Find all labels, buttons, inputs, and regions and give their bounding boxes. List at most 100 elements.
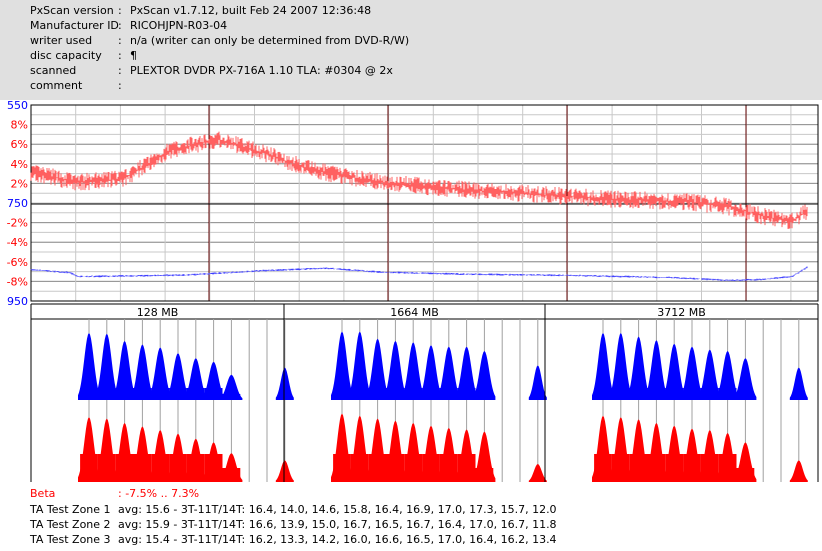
peak-fill: [368, 388, 387, 400]
land-peak: [528, 365, 547, 400]
peak-fill: [115, 388, 134, 400]
plot-frame: [30, 104, 819, 302]
zone-label: TA Test Zone 1: [30, 503, 111, 516]
info-key: writer used: [30, 34, 93, 47]
land-peak: [275, 367, 294, 400]
y-tick-label: -2%: [7, 217, 28, 230]
peak-fill: [647, 388, 666, 400]
zone-values: avg: 15.9 - 3T-11T/14T: 16.6, 13.9, 15.0…: [118, 518, 557, 531]
peak-fill: [736, 468, 755, 482]
land-peak: [420, 345, 442, 400]
info-sep: :: [118, 64, 122, 77]
info-value: ¶: [130, 49, 137, 62]
peak-fill: [222, 394, 241, 400]
peak-fill: [439, 454, 458, 482]
y-tick-label: 2%: [11, 177, 28, 190]
peak-fill: [169, 454, 187, 482]
info-key: Manufacturer ID: [30, 19, 119, 32]
beta-series: [30, 131, 808, 229]
peak-fill: [80, 388, 98, 400]
land-peak: [437, 346, 460, 400]
peak-fill: [133, 388, 152, 400]
land-peak: [716, 351, 739, 400]
info-key: scanned: [30, 64, 77, 77]
peak-fill: [683, 454, 701, 482]
info-sep: :: [118, 4, 122, 17]
y-tick-label: 750: [7, 197, 28, 210]
peak-fill: [204, 388, 223, 400]
y-tick-label: 6%: [11, 138, 28, 151]
peak-fill: [151, 454, 170, 482]
info-sep: :: [118, 79, 122, 92]
panel-label: 128 MB: [137, 306, 179, 319]
peak-fill: [594, 454, 612, 482]
peak-fill: [611, 388, 630, 400]
peak-fill: [665, 388, 684, 400]
peak-fill: [457, 454, 476, 482]
land-peak: [348, 331, 371, 400]
info-key: PxScan version: [30, 4, 114, 17]
peak-fill: [133, 454, 152, 482]
zone-label: TA Test Zone 2: [30, 518, 111, 531]
peak-fill: [350, 454, 369, 482]
peak-fill: [404, 454, 423, 482]
peak-fill: [457, 388, 476, 400]
land-peak: [149, 347, 172, 400]
land-peak: [789, 367, 808, 400]
land-peak: [78, 333, 100, 400]
peak-fill: [222, 468, 241, 482]
land-peak: [95, 333, 118, 400]
peak-fill: [718, 388, 737, 400]
peak-fill: [700, 388, 719, 400]
land-peak: [113, 340, 136, 400]
peak-fill: [736, 394, 755, 400]
peak-fill: [647, 454, 666, 482]
peak-fill: [186, 388, 205, 400]
y-tick-label: 550: [7, 100, 28, 112]
zone-label: TA Test Zone 3: [30, 533, 111, 546]
panel-label: 3712 MB: [657, 306, 706, 319]
land-peak: [473, 351, 496, 400]
peak-fill: [422, 388, 440, 400]
pit-peak: [275, 460, 294, 482]
peak-fill: [80, 454, 98, 482]
info-key: comment: [30, 79, 83, 92]
info-value: RICOHJPN-R03-04: [130, 19, 228, 32]
land-peak: [220, 374, 243, 400]
peak-fill: [475, 394, 494, 400]
beta-label: Beta: [30, 487, 56, 500]
peak-fill: [594, 388, 612, 400]
land-peak: [384, 340, 407, 400]
histogram-panel: 1664 MB: [283, 304, 547, 482]
info-sep: :: [118, 19, 122, 32]
peak-fill: [115, 454, 134, 482]
jitter-series: [30, 266, 808, 282]
land-peak: [734, 358, 757, 400]
peak-fill: [629, 388, 648, 400]
y-tick-label: 8%: [11, 119, 28, 132]
beta-range: : -7.5% .. 7.3%: [118, 487, 200, 500]
scan-info-header: PxScan version: PxScan v1.7.12, built Feb…: [0, 0, 822, 100]
peak-fill: [475, 468, 494, 482]
scan-chart: 550 8% 6% 4% 2% 750 -2% -4% -6% -8% 950 128 MB 1664 …: [7, 100, 819, 482]
peak-fill: [151, 388, 170, 400]
info-sep: :: [118, 34, 122, 47]
peak-fill: [700, 454, 719, 482]
histogram-panel: 128 MB: [30, 304, 294, 482]
y-tick-label: 950: [7, 295, 28, 308]
land-peak: [681, 346, 703, 400]
zone-values: avg: 15.6 - 3T-11T/14T: 16.4, 14.0, 14.6…: [118, 503, 557, 516]
land-peak: [627, 336, 650, 400]
y-tick-label: -8%: [7, 275, 28, 288]
peak-fill: [665, 454, 684, 482]
info-value: PLEXTOR DVDR PX-716A 1.10 TLA: #0304 @ 2…: [130, 64, 393, 77]
land-peak: [592, 333, 614, 400]
peak-fill: [186, 454, 205, 482]
peak-fill: [422, 454, 440, 482]
peak-fill: [611, 454, 630, 482]
y-tick-label: -4%: [7, 236, 28, 249]
info-value: PxScan v1.7.12, built Feb 24 2007 12:36:…: [130, 4, 372, 17]
zone-values: avg: 15.4 - 3T-11T/14T: 16.2, 13.3, 14.2…: [118, 533, 557, 546]
histogram-panel: 3712 MB: [544, 304, 808, 482]
peak-fill: [629, 454, 648, 482]
